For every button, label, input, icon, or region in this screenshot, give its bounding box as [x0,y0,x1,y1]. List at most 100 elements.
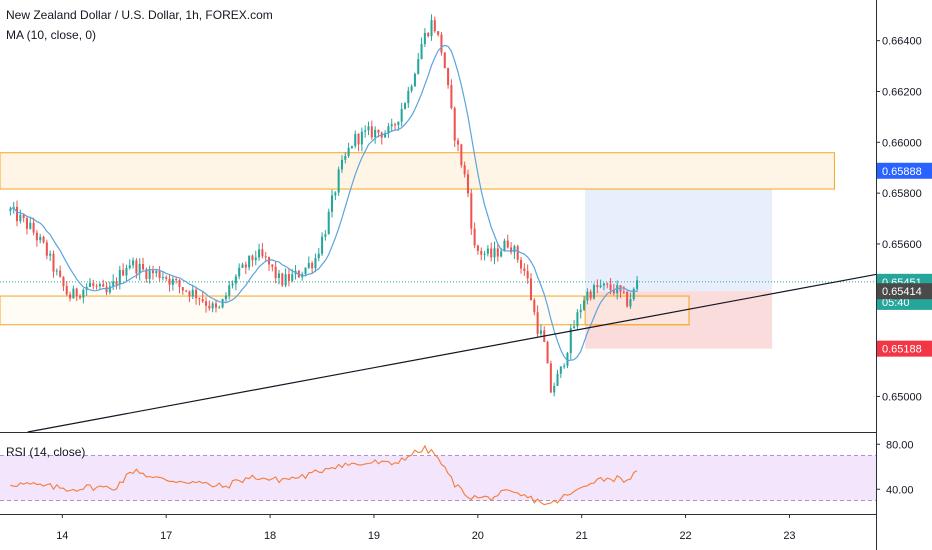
candle[interactable] [367,126,370,131]
candle[interactable] [254,257,257,261]
candle[interactable] [95,285,98,287]
candle[interactable] [284,274,287,286]
candle[interactable] [52,253,55,272]
zone-rectangle[interactable] [0,295,690,326]
candle[interactable] [19,214,22,222]
candle[interactable] [59,270,62,277]
candle[interactable] [370,126,373,138]
candle[interactable] [251,255,254,261]
candle[interactable] [553,385,556,393]
candle[interactable] [145,269,148,279]
candle[interactable] [195,289,198,299]
candle[interactable] [493,248,496,258]
candle[interactable] [347,147,350,156]
candle[interactable] [599,285,602,288]
candle[interactable] [42,236,45,243]
candle[interactable] [218,307,221,309]
candle[interactable] [291,274,294,281]
candle[interactable] [520,259,523,269]
candle[interactable] [616,285,619,294]
candle[interactable] [556,373,559,386]
candle[interactable] [122,269,125,276]
trendline[interactable] [27,273,877,433]
candle[interactable] [447,68,450,86]
candle[interactable] [364,130,367,132]
candle[interactable] [258,249,261,258]
candle[interactable] [387,126,390,134]
candle[interactable] [185,290,188,292]
candle[interactable] [529,278,533,300]
candle[interactable] [178,280,181,288]
candle[interactable] [268,257,271,265]
zone-rectangle[interactable] [0,152,835,190]
candle[interactable] [589,291,592,299]
candle[interactable] [549,363,552,393]
candle[interactable] [277,273,280,278]
candle[interactable] [65,286,68,295]
candle[interactable] [632,288,635,299]
candle[interactable] [78,296,82,298]
candle[interactable] [82,289,85,298]
loss-zone[interactable] [585,291,773,349]
candle[interactable] [622,291,625,293]
candle[interactable] [158,270,161,278]
candle[interactable] [606,283,609,285]
candle[interactable] [171,279,174,285]
ma-line[interactable] [10,44,638,362]
candle[interactable] [403,103,407,109]
candle[interactable] [148,270,151,279]
candle[interactable] [500,251,503,257]
candle[interactable] [112,281,115,287]
candle[interactable] [437,31,440,35]
candle[interactable] [354,133,357,147]
candle[interactable] [175,279,178,281]
candle[interactable] [205,301,208,306]
candle[interactable] [274,266,277,278]
candle[interactable] [592,285,596,299]
candle[interactable] [92,283,95,286]
candle[interactable] [559,366,562,374]
candle[interactable] [155,270,158,274]
candle[interactable] [417,59,420,74]
candle[interactable] [476,245,479,251]
candle[interactable] [35,232,38,241]
candle[interactable] [626,291,629,307]
candle[interactable] [344,155,347,160]
candle[interactable] [510,247,513,253]
candle[interactable] [55,270,58,272]
candle[interactable] [636,280,639,289]
candle[interactable] [281,273,284,286]
candle[interactable] [75,288,78,297]
candle[interactable] [188,291,191,297]
candle[interactable] [420,44,423,60]
candle[interactable] [516,246,519,260]
candle[interactable] [264,256,267,258]
candle[interactable] [32,222,35,233]
candle[interactable] [410,86,413,91]
candle[interactable] [576,312,579,327]
candle[interactable] [629,298,632,307]
candle[interactable] [583,300,586,310]
candle[interactable] [457,140,460,145]
candle[interactable] [536,312,539,334]
candle[interactable] [360,131,363,145]
candle[interactable] [400,108,403,122]
candle[interactable] [142,263,145,270]
candle[interactable] [49,253,52,256]
candle[interactable] [563,365,566,367]
candle[interactable] [407,90,410,104]
candle[interactable] [102,284,105,287]
candle[interactable] [39,236,42,241]
candle[interactable] [612,290,615,294]
candle[interactable] [317,253,320,259]
candle[interactable] [191,289,194,297]
candle[interactable] [307,262,310,268]
candle[interactable] [311,262,314,269]
candle[interactable] [45,242,48,256]
candle[interactable] [62,276,65,287]
candle[interactable] [241,264,244,268]
candle[interactable] [108,286,111,293]
candle[interactable] [135,260,138,274]
candle[interactable] [443,52,446,69]
